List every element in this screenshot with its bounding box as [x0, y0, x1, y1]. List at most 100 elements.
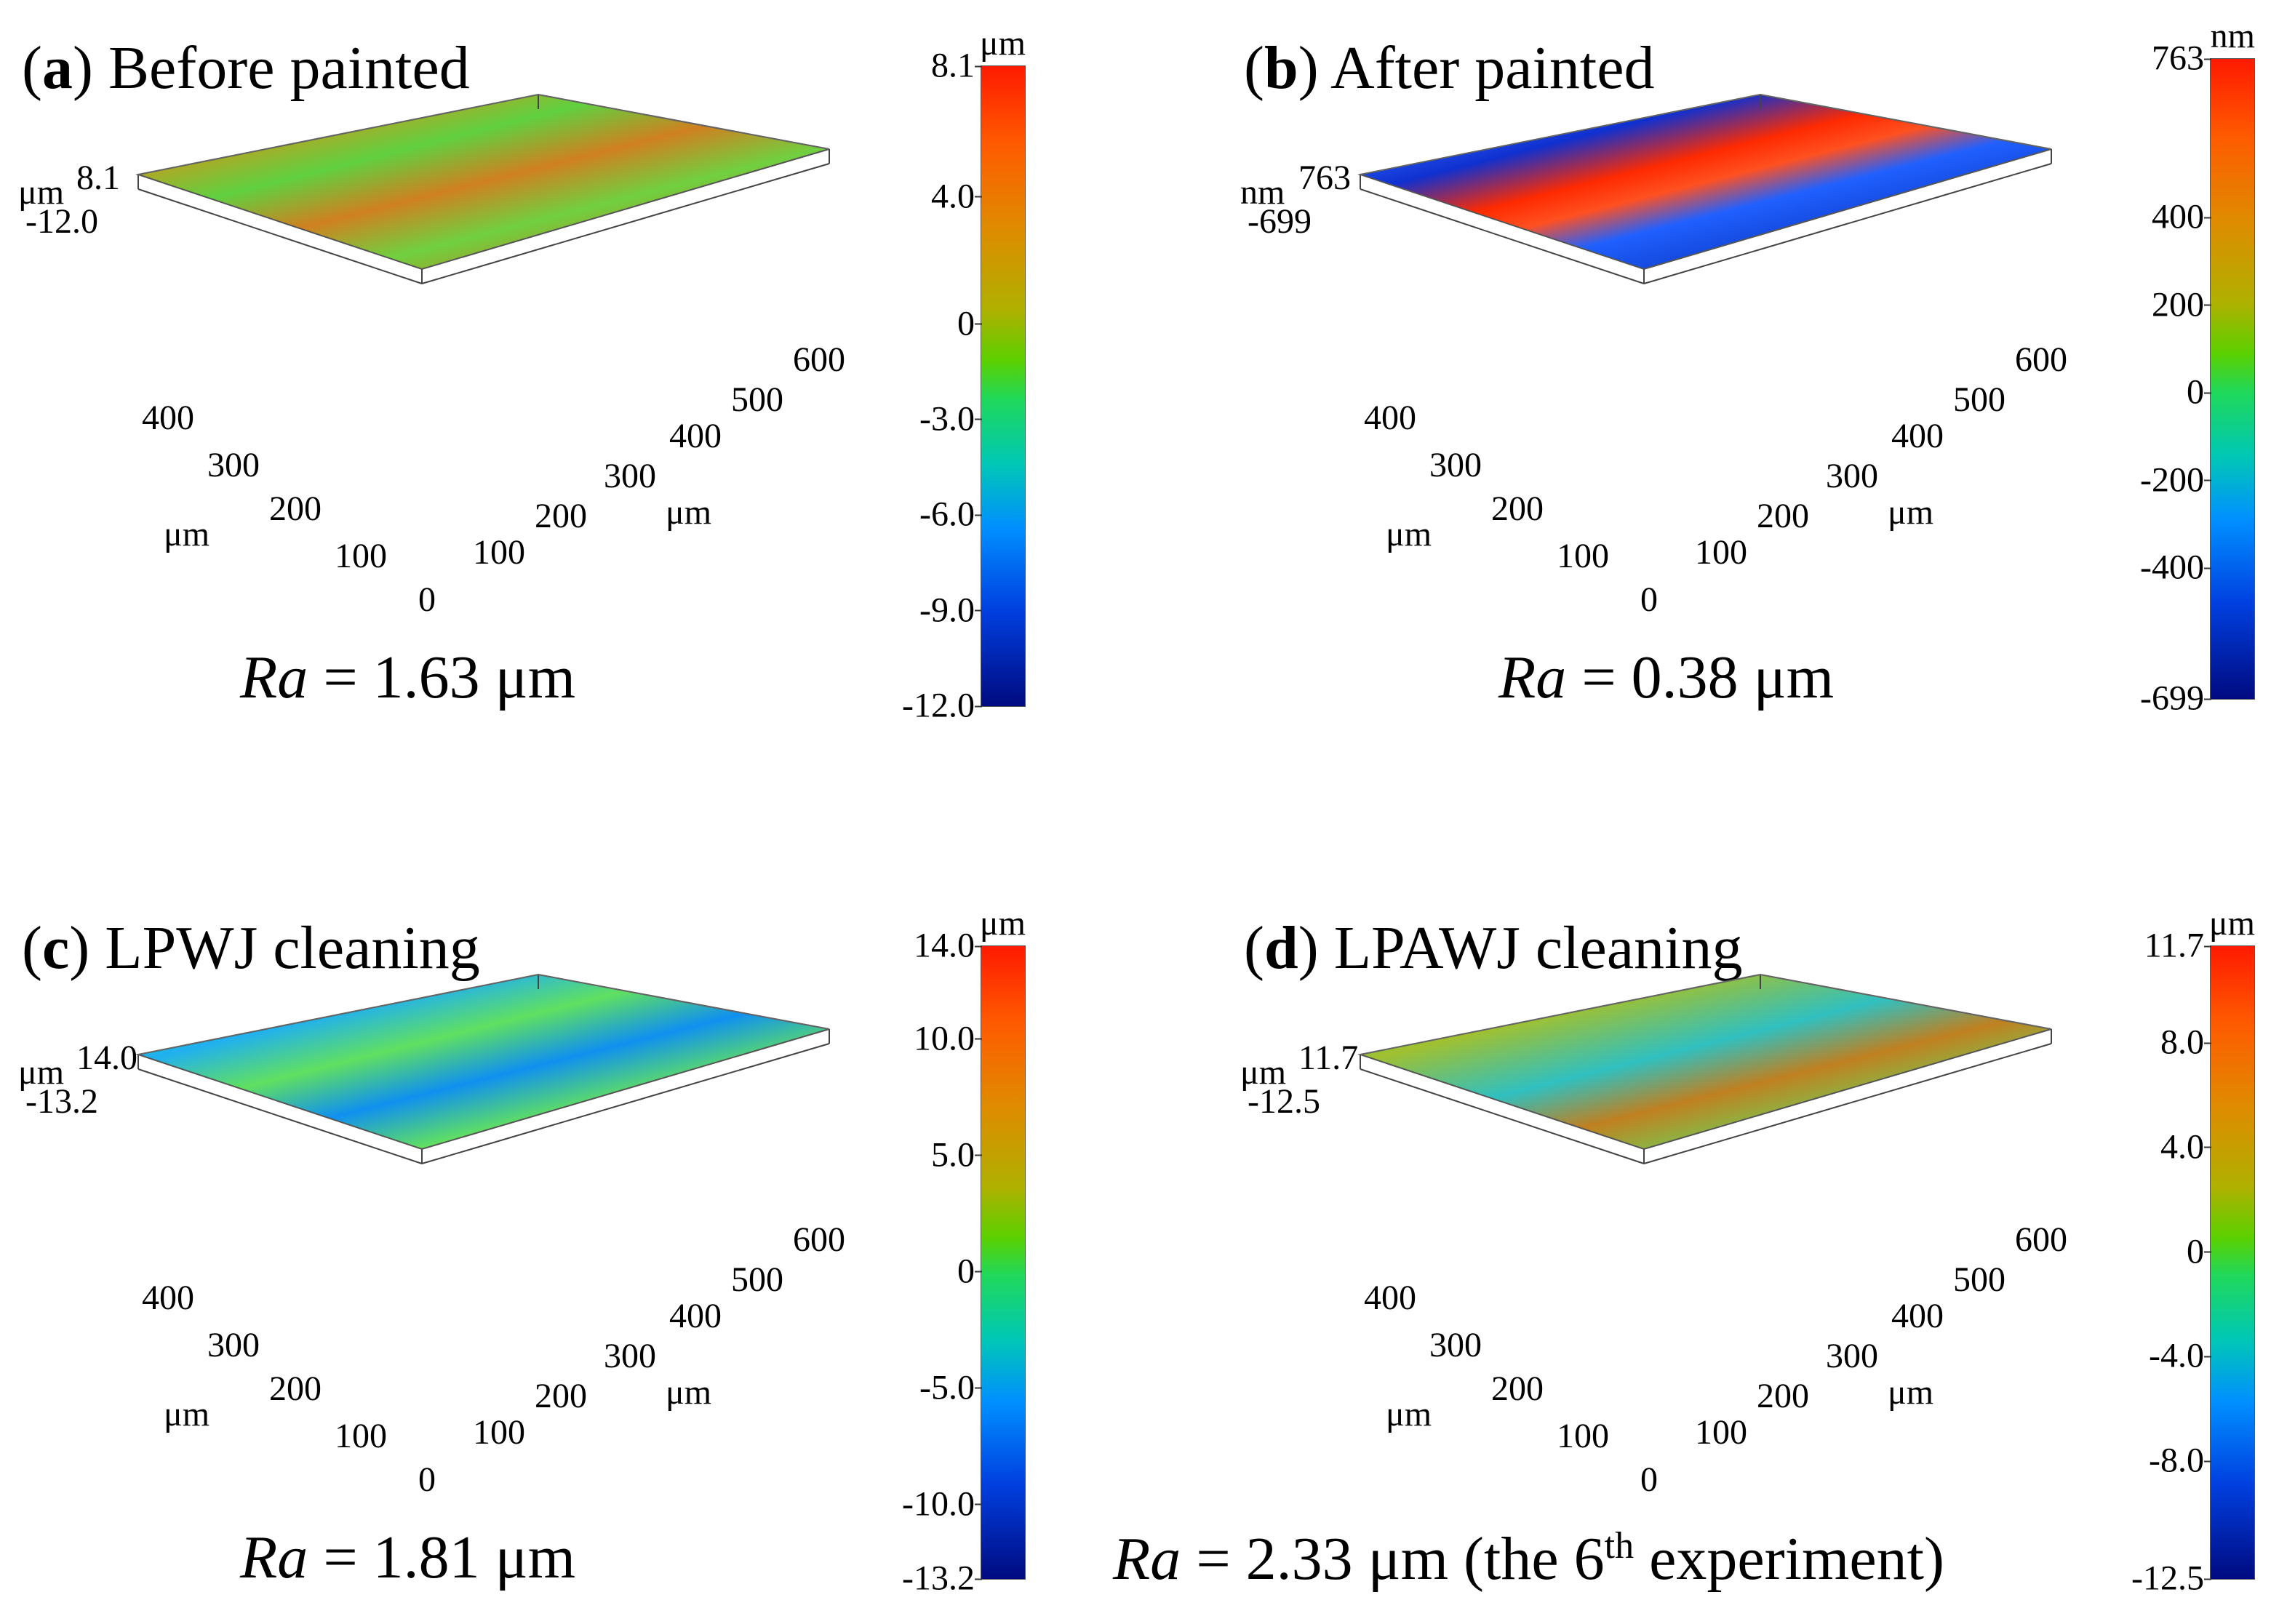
ra-symbol: Ra — [240, 644, 308, 711]
y-tick-label: 300 — [207, 1326, 260, 1364]
x-tick-label: 400 — [1891, 417, 1944, 455]
ra-value: = 0.38 μm — [1581, 644, 1835, 711]
colorbar-tick-label: -200 — [2140, 460, 2211, 500]
y-tick-label: 200 — [269, 489, 322, 528]
x-tick-label: 100 — [473, 1413, 525, 1452]
surface-mesh — [135, 973, 830, 1151]
colorbar-tick-label: 763 — [2152, 39, 2211, 78]
y-tick-label: 200 — [269, 1369, 322, 1408]
colorbar: μm 8.1 4.0 0 -3.0 -6.0 -9.0 -12.0 — [887, 0, 1026, 735]
surface-plot: μm 8.1-12.0100200300400μm0100200300400500… — [18, 93, 845, 619]
panel-title-text: LPWJ cleaning — [105, 914, 480, 982]
surface-mesh — [1357, 973, 2052, 1151]
colorbar-tick-label: 400 — [2152, 197, 2211, 236]
panel-title: (d) LPAWJ cleaning — [1244, 914, 1743, 982]
colorbar-gradient — [981, 65, 1026, 707]
surface-plot: nm 763-699100200300400μm01002003004005006… — [1240, 93, 2067, 619]
y-tick-label: 100 — [1557, 537, 1609, 575]
colorbar-tick-label: -699 — [2140, 679, 2211, 718]
ra-symbol: Ra — [1498, 644, 1567, 711]
colorbar-tick-label: -9.0 — [919, 591, 982, 630]
panel-b: (b) After painted nm 763 -699 100 200 300 400 μm… — [1222, 0, 2287, 742]
panel-title-text: LPAWJ cleaning — [1333, 914, 1743, 982]
panel-c: (c) LPWJ cleaning μm 14.0 -13.2 100 200 300 400… — [0, 880, 1135, 1622]
x-tick-label: 600 — [2015, 340, 2067, 379]
colorbar: nm 763 400 200 0 -200 -400 -699 — [2117, 0, 2255, 727]
colorbar-tick-label: 0 — [957, 304, 982, 343]
x-tick-label: 400 — [669, 1297, 722, 1335]
x-axis-label: μm — [1888, 493, 1933, 532]
colorbar-tick-label: 11.7 — [2144, 926, 2212, 965]
y-tick-label: 400 — [142, 399, 194, 437]
x-tick-label: 400 — [669, 417, 722, 455]
colorbar-tick-label: -5.0 — [919, 1368, 982, 1407]
x-tick-label: 200 — [1757, 497, 1809, 535]
ra-symbol: Ra — [1113, 1525, 1181, 1593]
panel-d: (d) LPAWJ cleaning μm 11.7 -12.5 100 200 300 40… — [1113, 880, 2287, 1622]
colorbar: μm 14.0 10.0 5.0 0 -5.0 -10.0 -13.2 — [887, 880, 1026, 1607]
y-tick-label: 200 — [1491, 489, 1544, 528]
x-tick-label: 100 — [1695, 1413, 1747, 1452]
surface-plot: μm 11.7-12.5100200300400μm010020030040050… — [1240, 973, 2067, 1499]
x-tick-label: 0 — [418, 1460, 436, 1499]
z-min-label: -699 — [1248, 202, 1312, 241]
x-tick-label: 500 — [731, 1260, 783, 1299]
surface-mesh — [135, 93, 830, 271]
z-axis-unit: μm — [18, 1053, 64, 1092]
colorbar-tick-label: -13.2 — [902, 1559, 982, 1598]
colorbar-tick-label: 4.0 — [931, 177, 982, 215]
z-max-label: 14.0 — [76, 1039, 137, 1077]
colorbar-tick-label: -400 — [2140, 548, 2211, 587]
x-tick-label: 0 — [1640, 1460, 1658, 1499]
colorbar-tick-label: -12.0 — [902, 686, 982, 725]
x-tick-label: 200 — [535, 497, 587, 535]
colorbar-tick-label: 8.0 — [2160, 1023, 2211, 1062]
roughness-caption: Ra = 0.38 μm — [1498, 647, 1834, 708]
surface-mesh — [1357, 93, 2052, 271]
panel-label: b — [1264, 34, 1298, 102]
x-tick-label: 0 — [418, 580, 436, 619]
surface-plot: μm 14.0-13.2100200300400μm010020030040050… — [18, 973, 845, 1499]
x-tick-label: 100 — [1695, 533, 1747, 572]
y-tick-label: 400 — [1364, 399, 1416, 437]
colorbar-unit: μm — [979, 24, 1026, 63]
colorbar-tick-label: 8.1 — [931, 46, 982, 85]
roughness-caption: Ra = 1.81 μm — [240, 1527, 575, 1588]
colorbar-tick-label: 4.0 — [2160, 1127, 2211, 1167]
x-tick-label: 200 — [535, 1377, 587, 1415]
z-min-label: -13.2 — [25, 1082, 98, 1121]
x-tick-label: 300 — [1826, 457, 1878, 495]
z-min-label: -12.5 — [1248, 1082, 1320, 1121]
y-tick-label: 100 — [335, 1417, 387, 1455]
x-tick-label: 300 — [1826, 1337, 1878, 1375]
colorbar-tick-label: 14.0 — [914, 926, 982, 965]
x-tick-label: 600 — [793, 340, 845, 379]
z-axis-unit: μm — [18, 173, 64, 212]
colorbar-gradient — [2210, 58, 2255, 700]
z-axis-unit: nm — [1240, 173, 1285, 212]
x-tick-label: 400 — [1891, 1297, 1944, 1335]
ra-value: = 2.33 μm (the 6 — [1196, 1525, 1605, 1593]
colorbar-tick-label: -3.0 — [919, 399, 982, 439]
x-tick-label: 300 — [604, 1337, 656, 1375]
panel-title: (c) LPWJ cleaning — [22, 914, 480, 982]
y-tick-label: 300 — [1429, 446, 1482, 484]
colorbar-tick-label: -10.0 — [902, 1484, 982, 1524]
colorbar-tick-label: 0 — [957, 1252, 982, 1291]
z-max-label: 11.7 — [1298, 1039, 1358, 1077]
panel-label: c — [41, 914, 70, 982]
ra-tail: experiment) — [1634, 1525, 1944, 1593]
y-tick-label: 300 — [1429, 1326, 1482, 1364]
y-axis-label: μm — [1386, 515, 1432, 553]
panel-label: a — [41, 34, 73, 102]
colorbar-tick-label: -4.0 — [2149, 1336, 2211, 1375]
x-axis-label: μm — [666, 493, 711, 532]
colorbar-gradient — [981, 945, 1026, 1580]
colorbar-tick-label: 5.0 — [931, 1135, 982, 1175]
x-tick-label: 300 — [604, 457, 656, 495]
x-tick-label: 500 — [1953, 380, 2005, 419]
colorbar-tick-label: 10.0 — [914, 1019, 982, 1058]
x-tick-label: 500 — [731, 380, 783, 419]
z-min-label: -12.0 — [25, 202, 98, 241]
x-tick-label: 500 — [1953, 1260, 2005, 1299]
